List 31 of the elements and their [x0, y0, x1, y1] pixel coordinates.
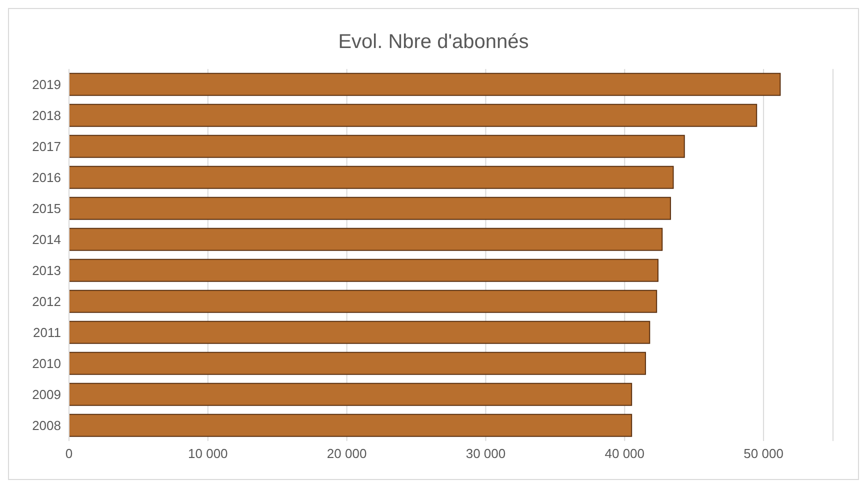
bar	[69, 228, 663, 251]
y-tick-label: 2009	[32, 387, 61, 402]
bar	[69, 72, 781, 96]
y-tick-label: 2019	[32, 77, 61, 92]
bar	[69, 320, 650, 344]
bar	[69, 414, 632, 437]
bar	[69, 134, 685, 158]
y-tick-label: 2014	[32, 232, 61, 248]
bar	[69, 382, 632, 406]
x-tick-label: 30 000	[466, 446, 506, 462]
bar	[69, 290, 658, 313]
y-tick-label: 2008	[32, 418, 61, 434]
bar	[69, 352, 646, 375]
y-tick-label: 2016	[32, 170, 61, 186]
x-tick-label: 0	[65, 446, 73, 462]
bar	[69, 258, 658, 282]
y-tick-label: 2012	[32, 294, 61, 310]
y-tick-label: 2018	[32, 108, 61, 124]
y-tick-label: 2015	[32, 201, 61, 216]
y-tick-label: 2011	[33, 325, 61, 340]
bar	[69, 196, 671, 220]
y-tick-label: 2017	[32, 139, 61, 154]
bar	[69, 166, 674, 189]
x-tick-label: 10 000	[188, 446, 228, 462]
y-tick-label: 2013	[32, 263, 61, 278]
bar	[69, 104, 758, 127]
x-tick-label: 40 000	[604, 446, 645, 462]
x-tick-label: 50 000	[744, 446, 784, 462]
y-tick-label: 2010	[32, 356, 61, 372]
chart-title: Evol. Nbre d'abonnés	[337, 31, 530, 55]
x-tick-label: 20 000	[326, 446, 367, 462]
